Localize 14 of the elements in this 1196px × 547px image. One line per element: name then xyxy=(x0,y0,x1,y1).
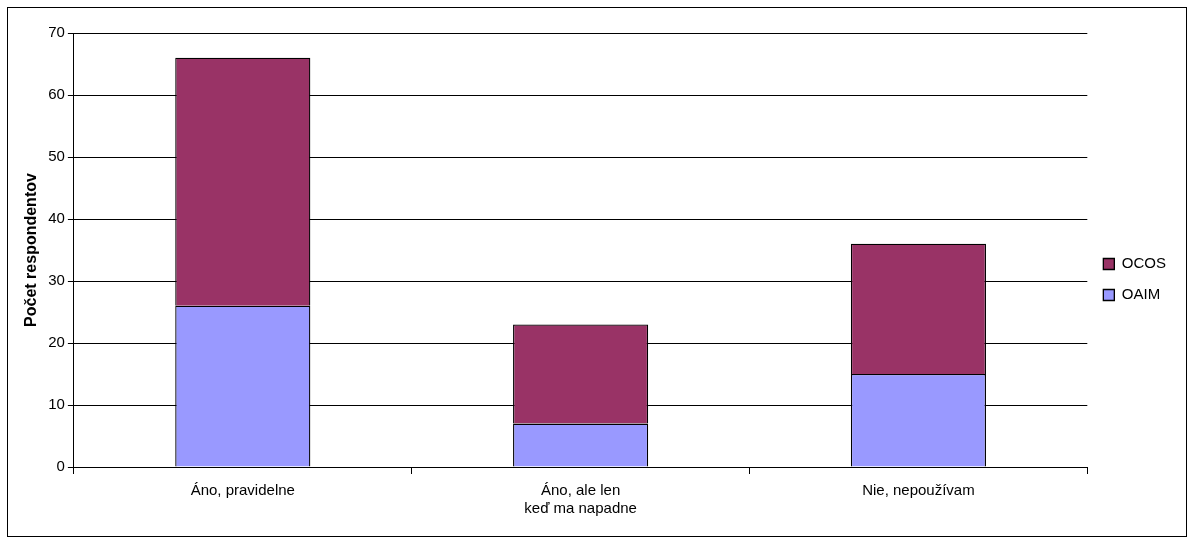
y-tick-label: 40 xyxy=(48,209,65,227)
y-tick-label: 10 xyxy=(48,395,65,413)
y-tick-label: 0 xyxy=(56,457,65,475)
y-tick-label: 20 xyxy=(48,333,65,351)
legend-label: OAIM xyxy=(1121,285,1161,303)
y-tick-label: 70 xyxy=(48,23,65,41)
x-tick-label: Nie, nepoužívam xyxy=(862,481,975,499)
y-tick-label: 60 xyxy=(48,85,65,103)
legend-label: OCOS xyxy=(1121,254,1167,272)
y-tick-label: 30 xyxy=(48,271,65,289)
y-axis-title: Počet respondentov xyxy=(22,173,40,327)
y-tick-label: 50 xyxy=(48,147,65,165)
x-tick-label: Áno, ale len keď ma napadne xyxy=(524,481,637,517)
x-tick-label: Áno, pravidelne xyxy=(190,481,295,499)
